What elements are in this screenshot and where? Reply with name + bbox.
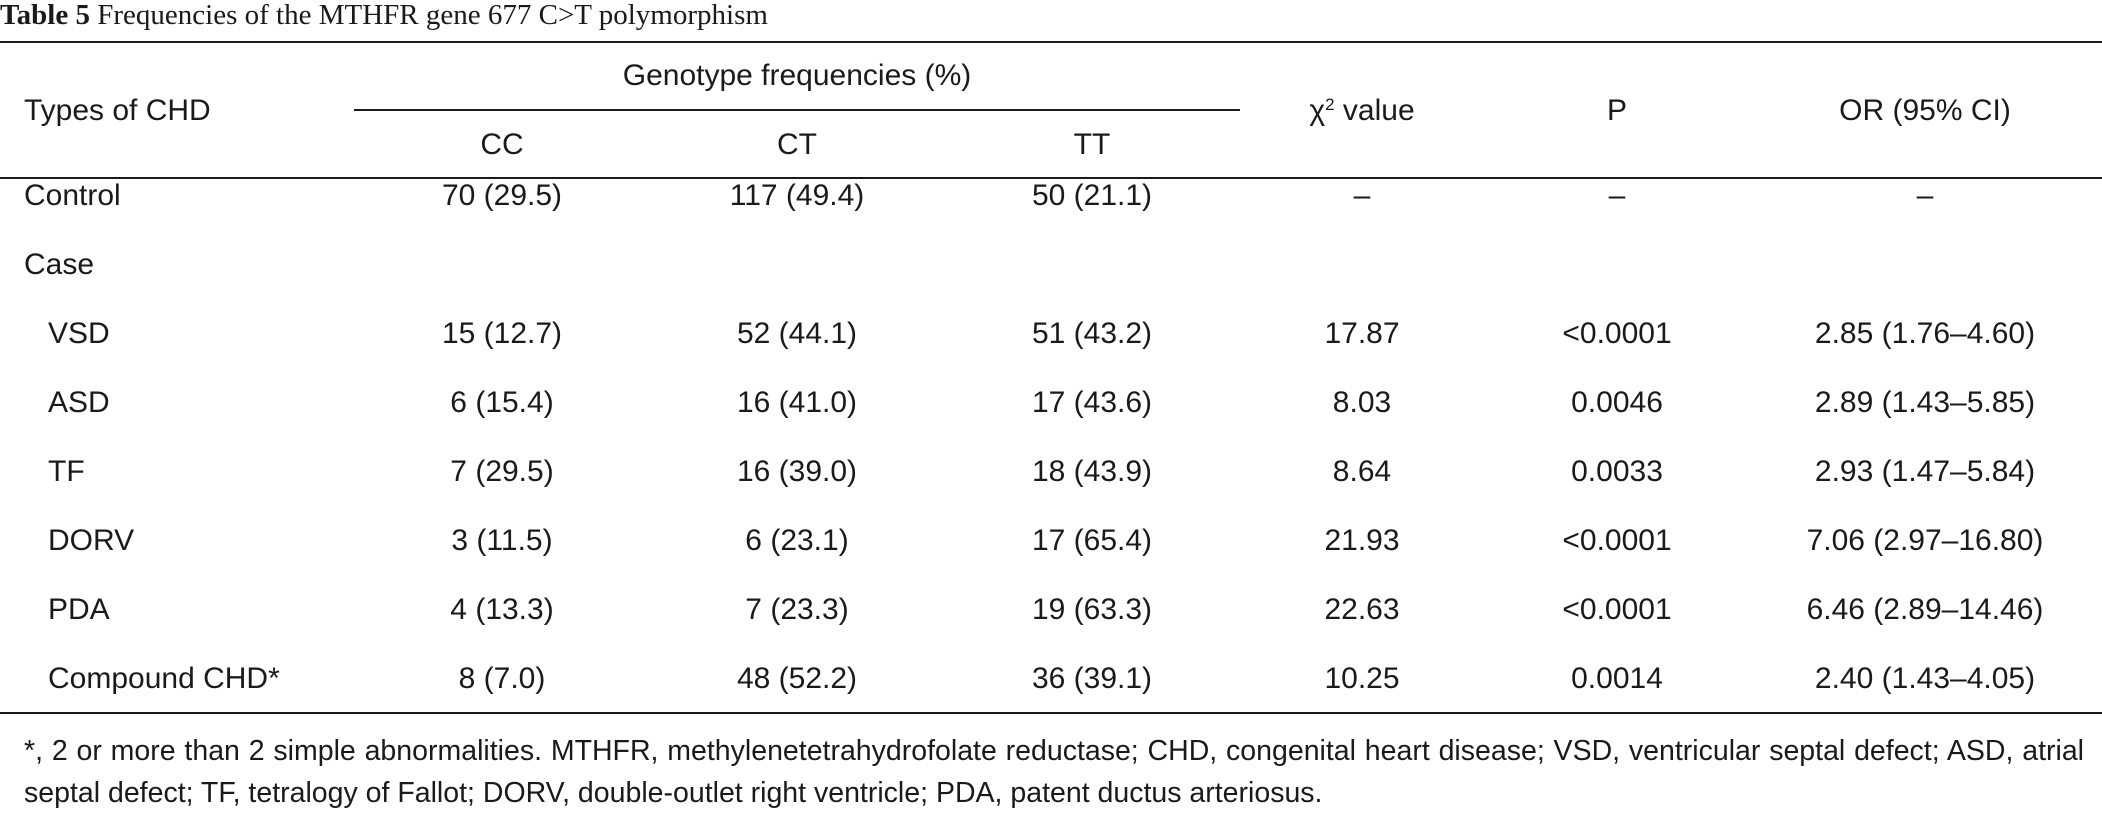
cell-chi: 8.03 [1332,386,1392,419]
cell-chi: 22.63 [1324,593,1400,626]
chi-superscript: 2 [1325,95,1335,114]
cell-p: – [1608,179,1626,212]
chi-value-text: value [1334,94,1415,127]
cell-chi: 8.64 [1332,455,1392,488]
cell-ct: 7 (23.3) [745,593,849,626]
cell-or: 7.06 (2.97–16.80) [1806,524,2044,557]
bottom-rule [0,712,2102,714]
table-title: Frequencies of the MTHFR gene 677 C>T po… [90,0,768,31]
genotype-subrule [354,109,1240,111]
cell-p: 0.0033 [1571,455,1663,488]
cell-p: 0.0046 [1571,386,1663,419]
header-types: Types of CHD [24,94,211,127]
cell-tt: 51 (43.2) [1031,317,1153,350]
cell-cc: 8 (7.0) [458,662,546,695]
header-ct: CT [777,128,817,161]
cell-cc: 3 (11.5) [451,524,553,557]
cell-or: 2.40 (1.43–4.05) [1814,662,2036,695]
header-cc: CC [480,128,524,161]
table-footnote: *, 2 or more than 2 simple abnormalities… [24,735,2084,809]
cell-tt: 17 (43.6) [1031,386,1153,419]
cell-ct: 16 (41.0) [736,386,858,419]
header-or: OR (95% CI) [1839,94,2011,127]
cell-cc: 70 (29.5) [441,179,563,212]
top-rule [0,41,2102,43]
row-type: PDA [48,593,110,626]
cell-cc: 4 (13.3) [450,593,554,626]
cell-or: 2.93 (1.47–5.84) [1814,455,2036,488]
cell-ct: 6 (23.1) [745,524,849,557]
cell-tt: 19 (63.3) [1031,593,1153,626]
cell-or: 2.89 (1.43–5.85) [1814,386,2036,419]
cell-ct: 16 (39.0) [736,455,858,488]
row-type: ASD [48,386,110,419]
cell-or: 6.46 (2.89–14.46) [1806,593,2044,626]
cell-chi: – [1353,179,1371,212]
table-label: Table 5 [0,0,90,31]
cell-cc: 6 (15.4) [450,386,554,419]
header-rule [0,177,2102,179]
cell-p: <0.0001 [1562,317,1672,350]
row-type: TF [48,455,85,488]
cell-tt: 17 (65.4) [1031,524,1153,557]
table-caption: Table 5 Frequencies of the MTHFR gene 67… [0,0,768,40]
header-genotype-group: Genotype frequencies (%) [622,59,972,92]
cell-ct: 117 (49.4) [729,179,865,212]
header-p: P [1606,94,1628,127]
cell-chi: 17.87 [1324,317,1400,350]
row-type: Compound CHD* [48,662,280,695]
cell-ct: 48 (52.2) [736,662,858,695]
cell-p: <0.0001 [1562,593,1672,626]
row-type: DORV [48,524,135,557]
row-type: Control [24,179,121,212]
cell-p: 0.0014 [1571,662,1663,695]
cell-p: <0.0001 [1562,524,1672,557]
header-tt: TT [1073,128,1111,161]
cell-cc: 15 (12.7) [441,317,563,350]
cell-or: – [1916,179,1934,212]
chi-symbol: χ [1309,94,1326,127]
cell-cc: 7 (29.5) [450,455,554,488]
row-type: Case [24,248,95,281]
cell-tt: 18 (43.9) [1031,455,1153,488]
cell-ct: 52 (44.1) [736,317,858,350]
cell-tt: 36 (39.1) [1031,662,1153,695]
header-chi-value: χ2 value [1309,93,1414,129]
cell-chi: 21.93 [1324,524,1400,557]
cell-or: 2.85 (1.76–4.60) [1814,317,2036,350]
row-type: VSD [48,317,110,350]
cell-tt: 50 (21.1) [1031,179,1153,212]
cell-chi: 10.25 [1324,662,1400,695]
